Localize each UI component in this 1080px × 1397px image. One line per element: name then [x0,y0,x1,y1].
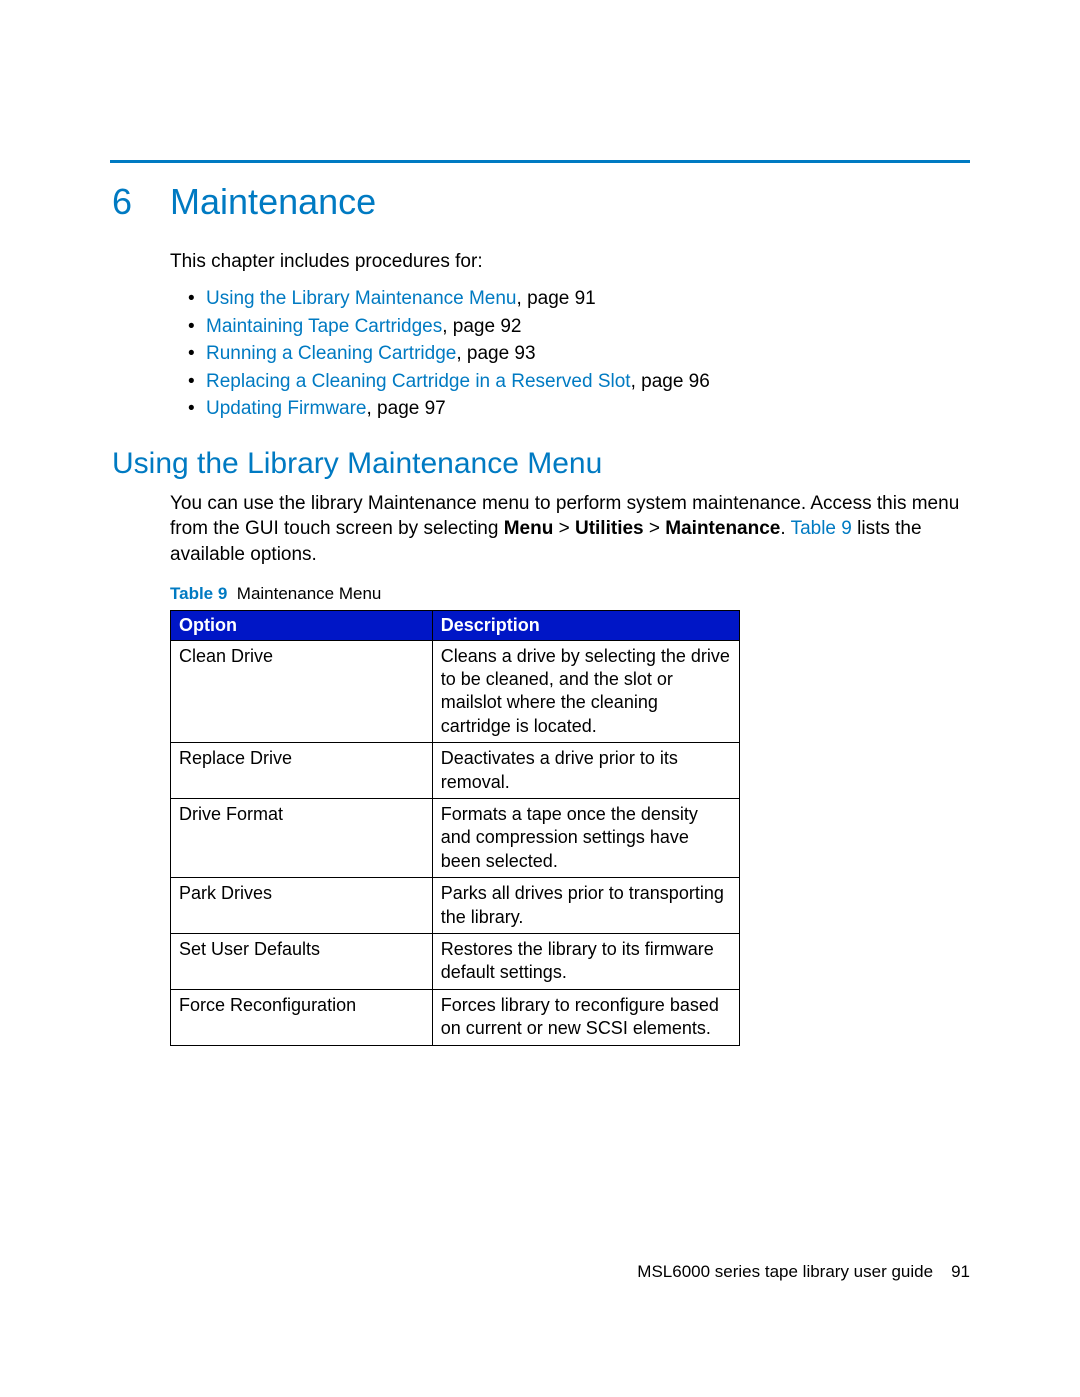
chapter-title: Maintenance [170,181,376,223]
chapter-body: This chapter includes procedures for: Us… [170,251,970,423]
section-heading: Using the Library Maintenance Menu [112,447,970,481]
table-row: Drive Format Formats a tape once the den… [171,799,740,878]
toc-item: Using the Library Maintenance Menu, page… [188,285,970,313]
maintenance-table: Option Description Clean Drive Cleans a … [170,610,740,1046]
menu-path-2: Utilities [575,518,644,539]
table-col-description: Description [432,610,739,640]
cell-option: Drive Format [171,799,433,878]
toc-link[interactable]: Replacing a Cleaning Cartridge in a Rese… [206,371,631,392]
table-caption: Table 9 Maintenance Menu [170,584,970,604]
cell-option: Replace Drive [171,743,433,799]
section-body: You can use the library Maintenance menu… [170,491,970,1046]
cell-description: Cleans a drive by selecting the drive to… [432,640,739,743]
table-row: Park Drives Parks all drives prior to tr… [171,878,740,934]
cell-option: Force Reconfiguration [171,989,433,1045]
toc-suffix: , page 97 [367,398,446,419]
intro-text: This chapter includes procedures for: [170,251,970,273]
table-caption-text: Maintenance Menu [237,584,382,603]
table-header-row: Option Description [171,610,740,640]
para-mid: . [780,518,790,539]
chapter-heading: 6 Maintenance [112,181,970,223]
toc-suffix: , page 91 [517,288,596,309]
cell-description: Deactivates a drive prior to its removal… [432,743,739,799]
toc-item: Running a Cleaning Cartridge, page 93 [188,340,970,368]
cell-option: Set User Defaults [171,933,433,989]
toc-suffix: , page 92 [442,316,521,337]
table-caption-label: Table 9 [170,584,227,603]
table-row: Force Reconfiguration Forces library to … [171,989,740,1045]
toc-link[interactable]: Maintaining Tape Cartridges [206,316,442,337]
toc-suffix: , page 96 [631,371,710,392]
toc-suffix: , page 93 [456,343,535,364]
table-row: Set User Defaults Restores the library t… [171,933,740,989]
cell-description: Formats a tape once the density and comp… [432,799,739,878]
toc-list: Using the Library Maintenance Menu, page… [170,285,970,423]
toc-item: Maintaining Tape Cartridges, page 92 [188,313,970,341]
page-number: 91 [951,1262,970,1281]
table-row: Clean Drive Cleans a drive by selecting … [171,640,740,743]
toc-item: Replacing a Cleaning Cartridge in a Rese… [188,368,970,396]
toc-link[interactable]: Using the Library Maintenance Menu [206,288,517,309]
cell-description: Restores the library to its firmware def… [432,933,739,989]
footer-text: MSL6000 series tape library user guide [637,1262,933,1281]
top-rule [110,160,970,163]
cell-description: Forces library to reconfigure based on c… [432,989,739,1045]
table-col-option: Option [171,610,433,640]
section-paragraph: You can use the library Maintenance menu… [170,491,970,568]
cell-option: Clean Drive [171,640,433,743]
page-footer: MSL6000 series tape library user guide 91 [637,1262,970,1282]
cell-description: Parks all drives prior to transporting t… [432,878,739,934]
table-row: Replace Drive Deactivates a drive prior … [171,743,740,799]
toc-link[interactable]: Updating Firmware [206,398,367,419]
table-ref-link[interactable]: Table 9 [791,518,852,539]
menu-path-3: Maintenance [665,518,780,539]
chapter-number: 6 [112,181,132,223]
menu-path-1: Menu [504,518,554,539]
cell-option: Park Drives [171,878,433,934]
toc-link[interactable]: Running a Cleaning Cartridge [206,343,456,364]
page: 6 Maintenance This chapter includes proc… [0,0,1080,1397]
toc-item: Updating Firmware, page 97 [188,395,970,423]
